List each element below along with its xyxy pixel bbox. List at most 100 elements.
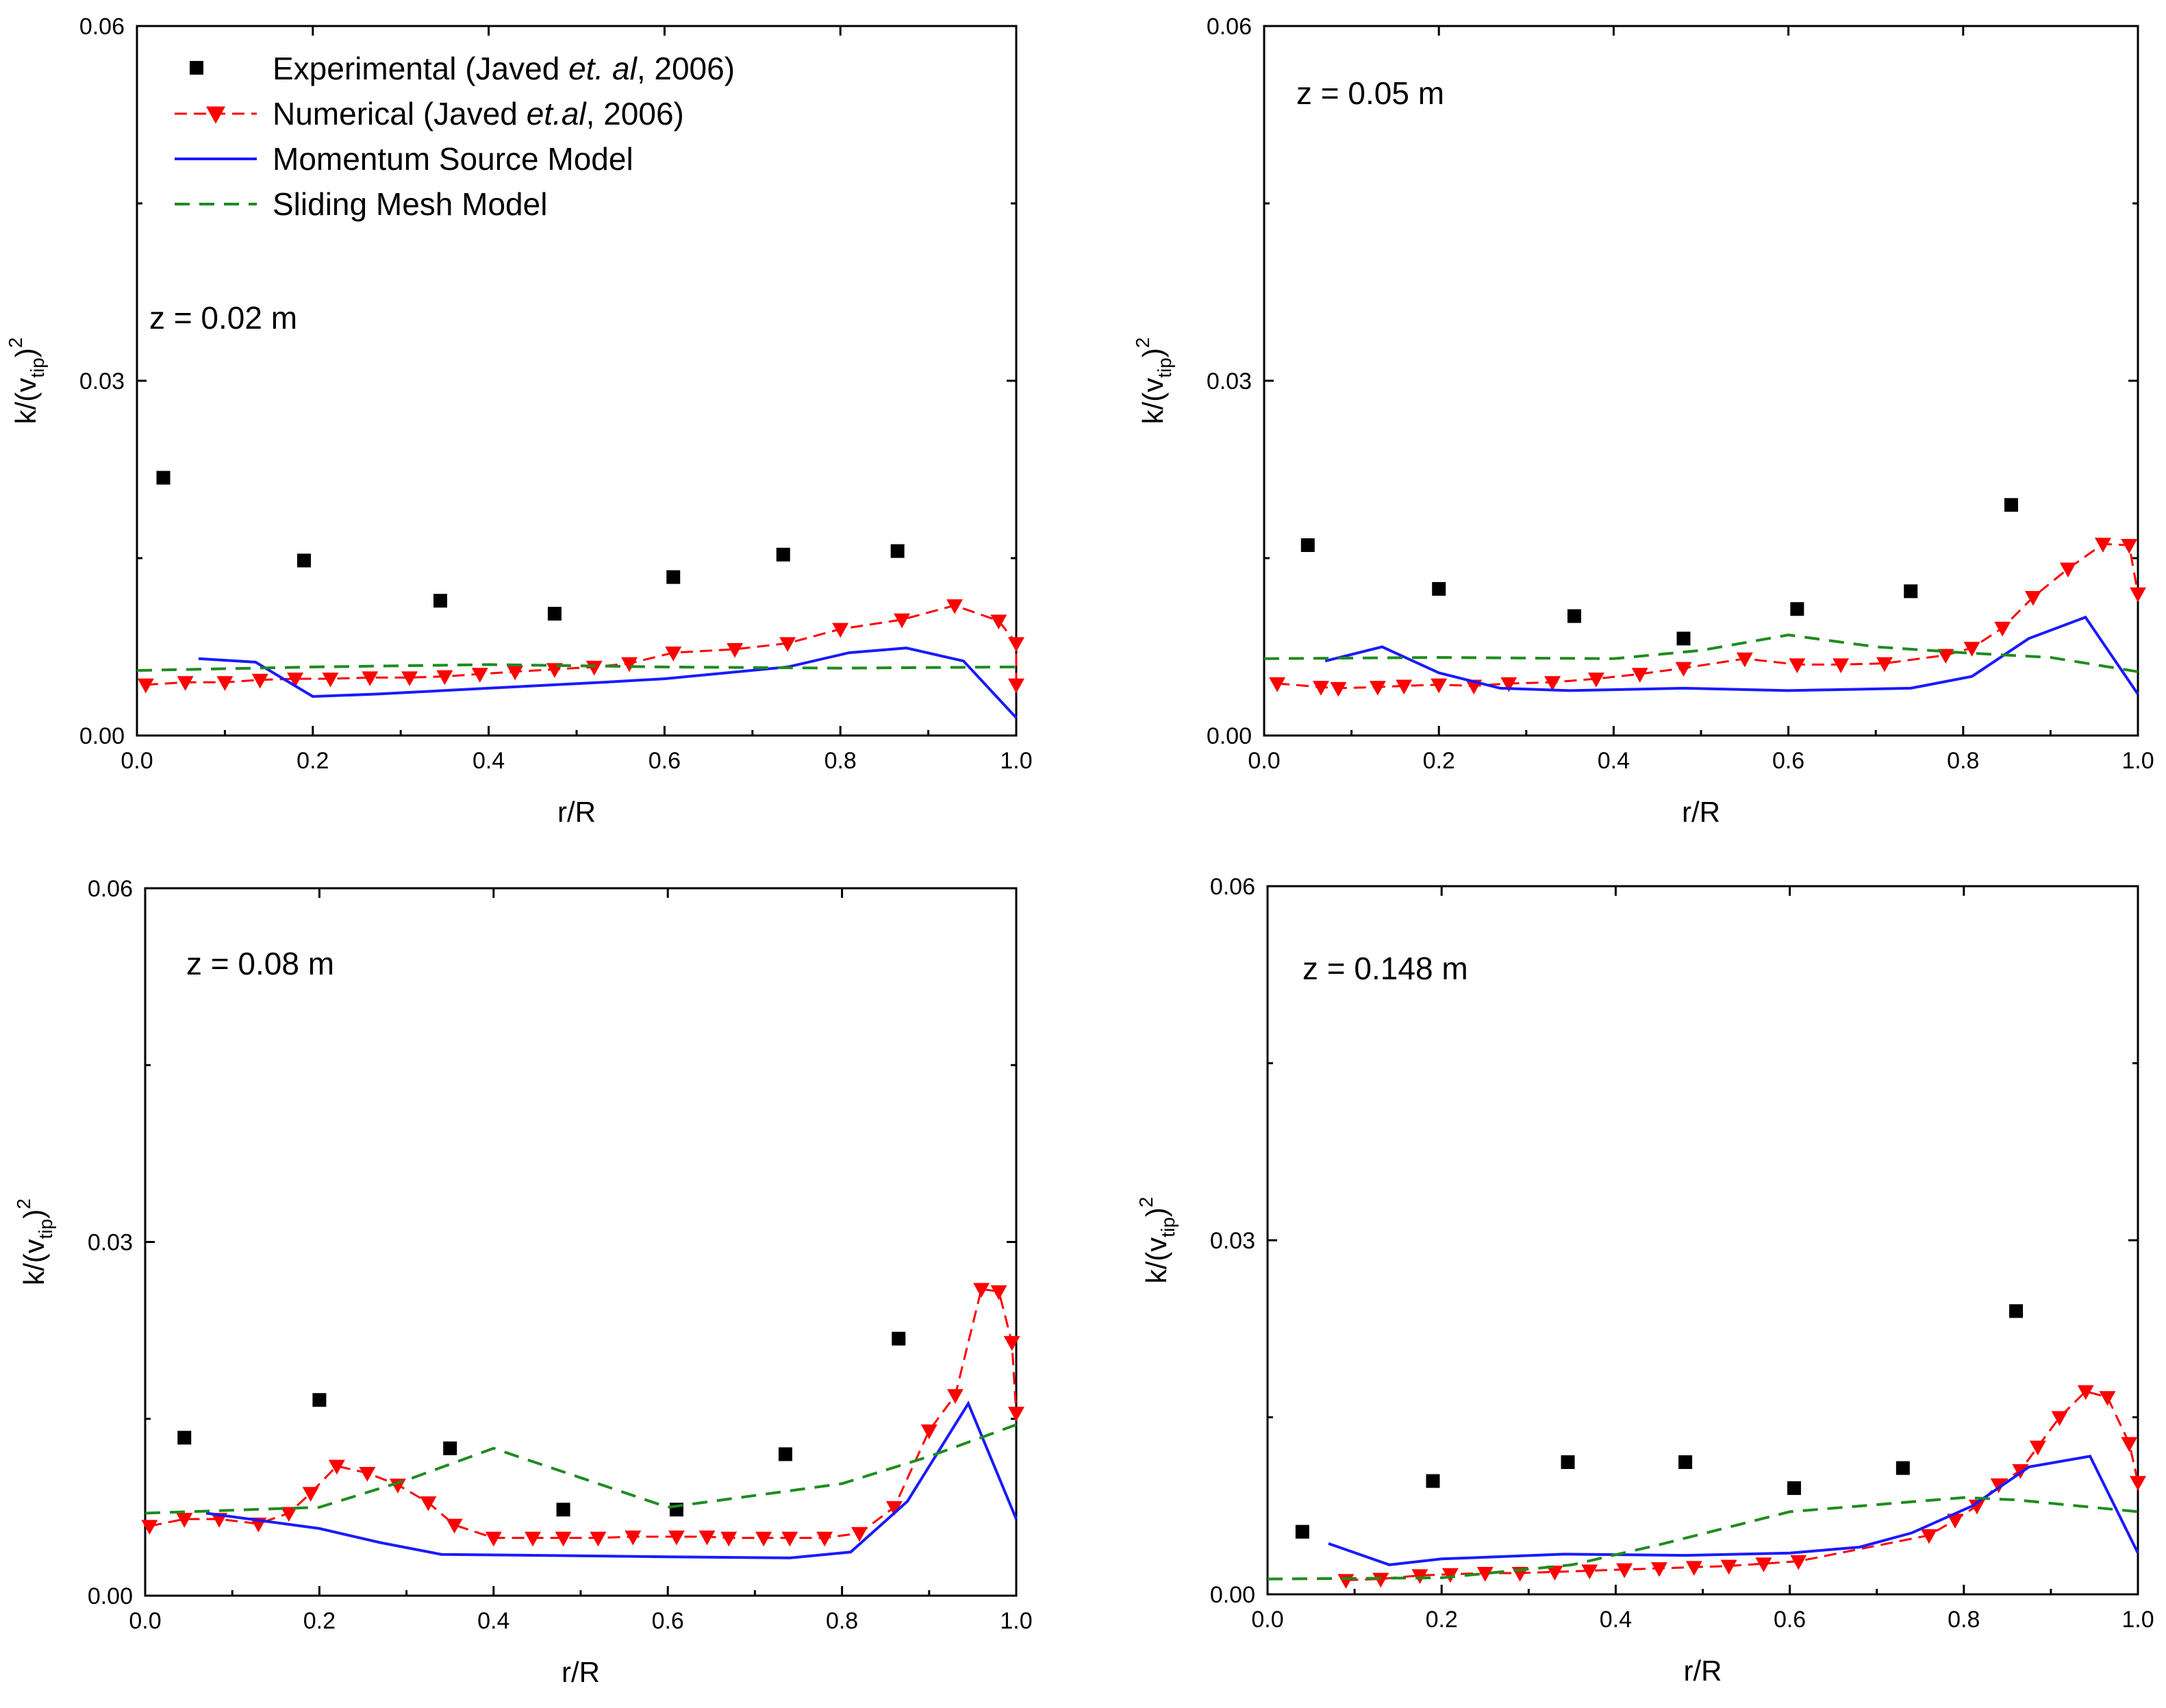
numerical-marker [590,1531,607,1547]
x-tick-label: 0.4 [477,1608,509,1634]
numerical-marker [176,1513,193,1528]
x-tick-label: 1.0 [2121,1607,2154,1633]
numerical-line [1346,1390,2139,1581]
numerical-marker [1963,642,1980,657]
numerical-marker [2029,1440,2046,1456]
plot-frame [1263,25,2139,737]
x-tick-label: 0.8 [826,1608,858,1634]
numerical-marker [280,1507,297,1522]
plot-frame [1266,885,2139,1596]
numerical-marker [1789,658,1806,673]
experimental-marker [1295,1524,1309,1539]
numerical-marker [1650,1562,1667,1577]
numerical-marker [1312,681,1329,696]
legend-sliding-label: Sliding Mesh Model [273,186,547,222]
z-annotation: z = 0.05 m [1296,75,1444,111]
numerical-marker [973,1283,990,1298]
numerical-marker [446,1518,463,1534]
experimental-marker [1904,584,1918,599]
numerical-marker [2051,1411,2068,1427]
numerical-marker [1755,1557,1772,1572]
numerical-marker [302,1487,319,1502]
legend: Experimental (Javed et. al, 2006) Numeric… [175,51,735,222]
numerical-marker [1675,662,1692,677]
numerical-marker [1544,676,1561,691]
sliding-mesh-line [1267,1496,2139,1581]
y-tick-label: 0.03 [88,1230,133,1256]
numerical-marker [990,614,1007,630]
numerical-marker [2077,1385,2094,1401]
numerical-marker [621,657,638,673]
experimental-marker [1787,1481,1801,1495]
numerical-marker [2130,1476,2146,1491]
y-tick-label: 0.03 [79,368,125,394]
y-tick-label: 0.06 [79,14,125,40]
numerical-marker [287,673,304,688]
numerical-marker [781,1531,798,1547]
x-tick-label: 0.8 [1948,1607,1980,1633]
numerical-marker [1990,1478,2007,1494]
x-tick-label: 0.4 [1598,748,1630,774]
experimental-marker [297,553,311,568]
numerical-marker [216,676,234,691]
momentum-source-line [205,1401,1018,1559]
experimental-marker [177,1431,192,1445]
y-tick-label: 0.00 [1207,723,1252,749]
x-axis-title: r/R [562,1656,600,1688]
numerical-marker [1994,621,2011,637]
plot-frame [144,887,1018,1597]
x-tick-label: 0.0 [121,748,153,774]
panel-z-0.05: 0.0 0.2 0.4 0.6 0.8 1.0 0.00 0.03 0.06 r/R k/(vtip… [1132,14,2154,828]
numerical-marker [665,646,682,662]
experimental-marker [1561,1455,1575,1469]
experimental-marker [778,1447,792,1461]
experimental-marker [890,544,905,558]
x-axis-title: r/R [1684,1655,1722,1687]
numerical-marker [1736,652,1753,668]
numerical-marker [1476,1566,1494,1582]
numerical-marker [525,1531,542,1547]
numerical-marker [1546,1566,1563,1581]
numerical-marker [2024,590,2041,606]
numerical-marker [1008,678,1024,694]
numerical-marker [1396,679,1413,695]
legend-numerical-marker [206,106,225,124]
numerical-marker [585,660,603,676]
x-axis-title: r/R [1682,796,1720,828]
panel-z-0.02: 0.0 0.2 0.4 0.6 0.8 1.0 0.00 0.03 0.06 r/R k/(vtip… [5,14,1033,828]
numerical-marker [1685,1561,1702,1576]
x-tick-label: 1.0 [1000,1608,1032,1634]
y-tick-label: 0.03 [1210,1228,1255,1254]
numerical-marker [1947,1514,1964,1529]
experimental-marker [547,607,562,621]
x-tick-label: 0.2 [297,748,329,774]
y-axis-title: k/(vtip)2 [1132,338,1175,425]
numerical-marker [885,1500,903,1516]
experimental-marker [1567,609,1581,623]
numerical-marker [251,673,268,689]
numerical-marker [507,665,524,681]
experimental-marker [156,470,171,485]
experimental-marker [1896,1461,1910,1475]
numerical-marker [1581,1564,1598,1580]
legend-experimental-label: Experimental (Javed et. al, 2006) [273,51,735,86]
numerical-marker [1500,677,1518,692]
sliding-mesh-line [144,1423,1017,1515]
numerical-marker [755,1531,772,1547]
numerical-line [1276,542,2139,690]
numerical-marker [1441,1568,1459,1583]
experimental-marker [1790,602,1804,616]
sliding-mesh-line [1263,633,2139,673]
experimental-marker [443,1441,457,1455]
y-tick-label: 0.06 [1210,874,1255,900]
y-axis-title: k/(vtip)2 [5,338,48,425]
x-tick-label: 0.8 [824,748,857,774]
experimental-marker [892,1331,906,1346]
numerical-marker [322,673,339,688]
numerical-marker [1937,649,1954,664]
numerical-marker [471,668,488,683]
numerical-marker [362,671,379,686]
x-tick-label: 0.0 [1251,1607,1283,1633]
numerical-marker [816,1531,833,1547]
numerical-marker [2094,538,2111,553]
